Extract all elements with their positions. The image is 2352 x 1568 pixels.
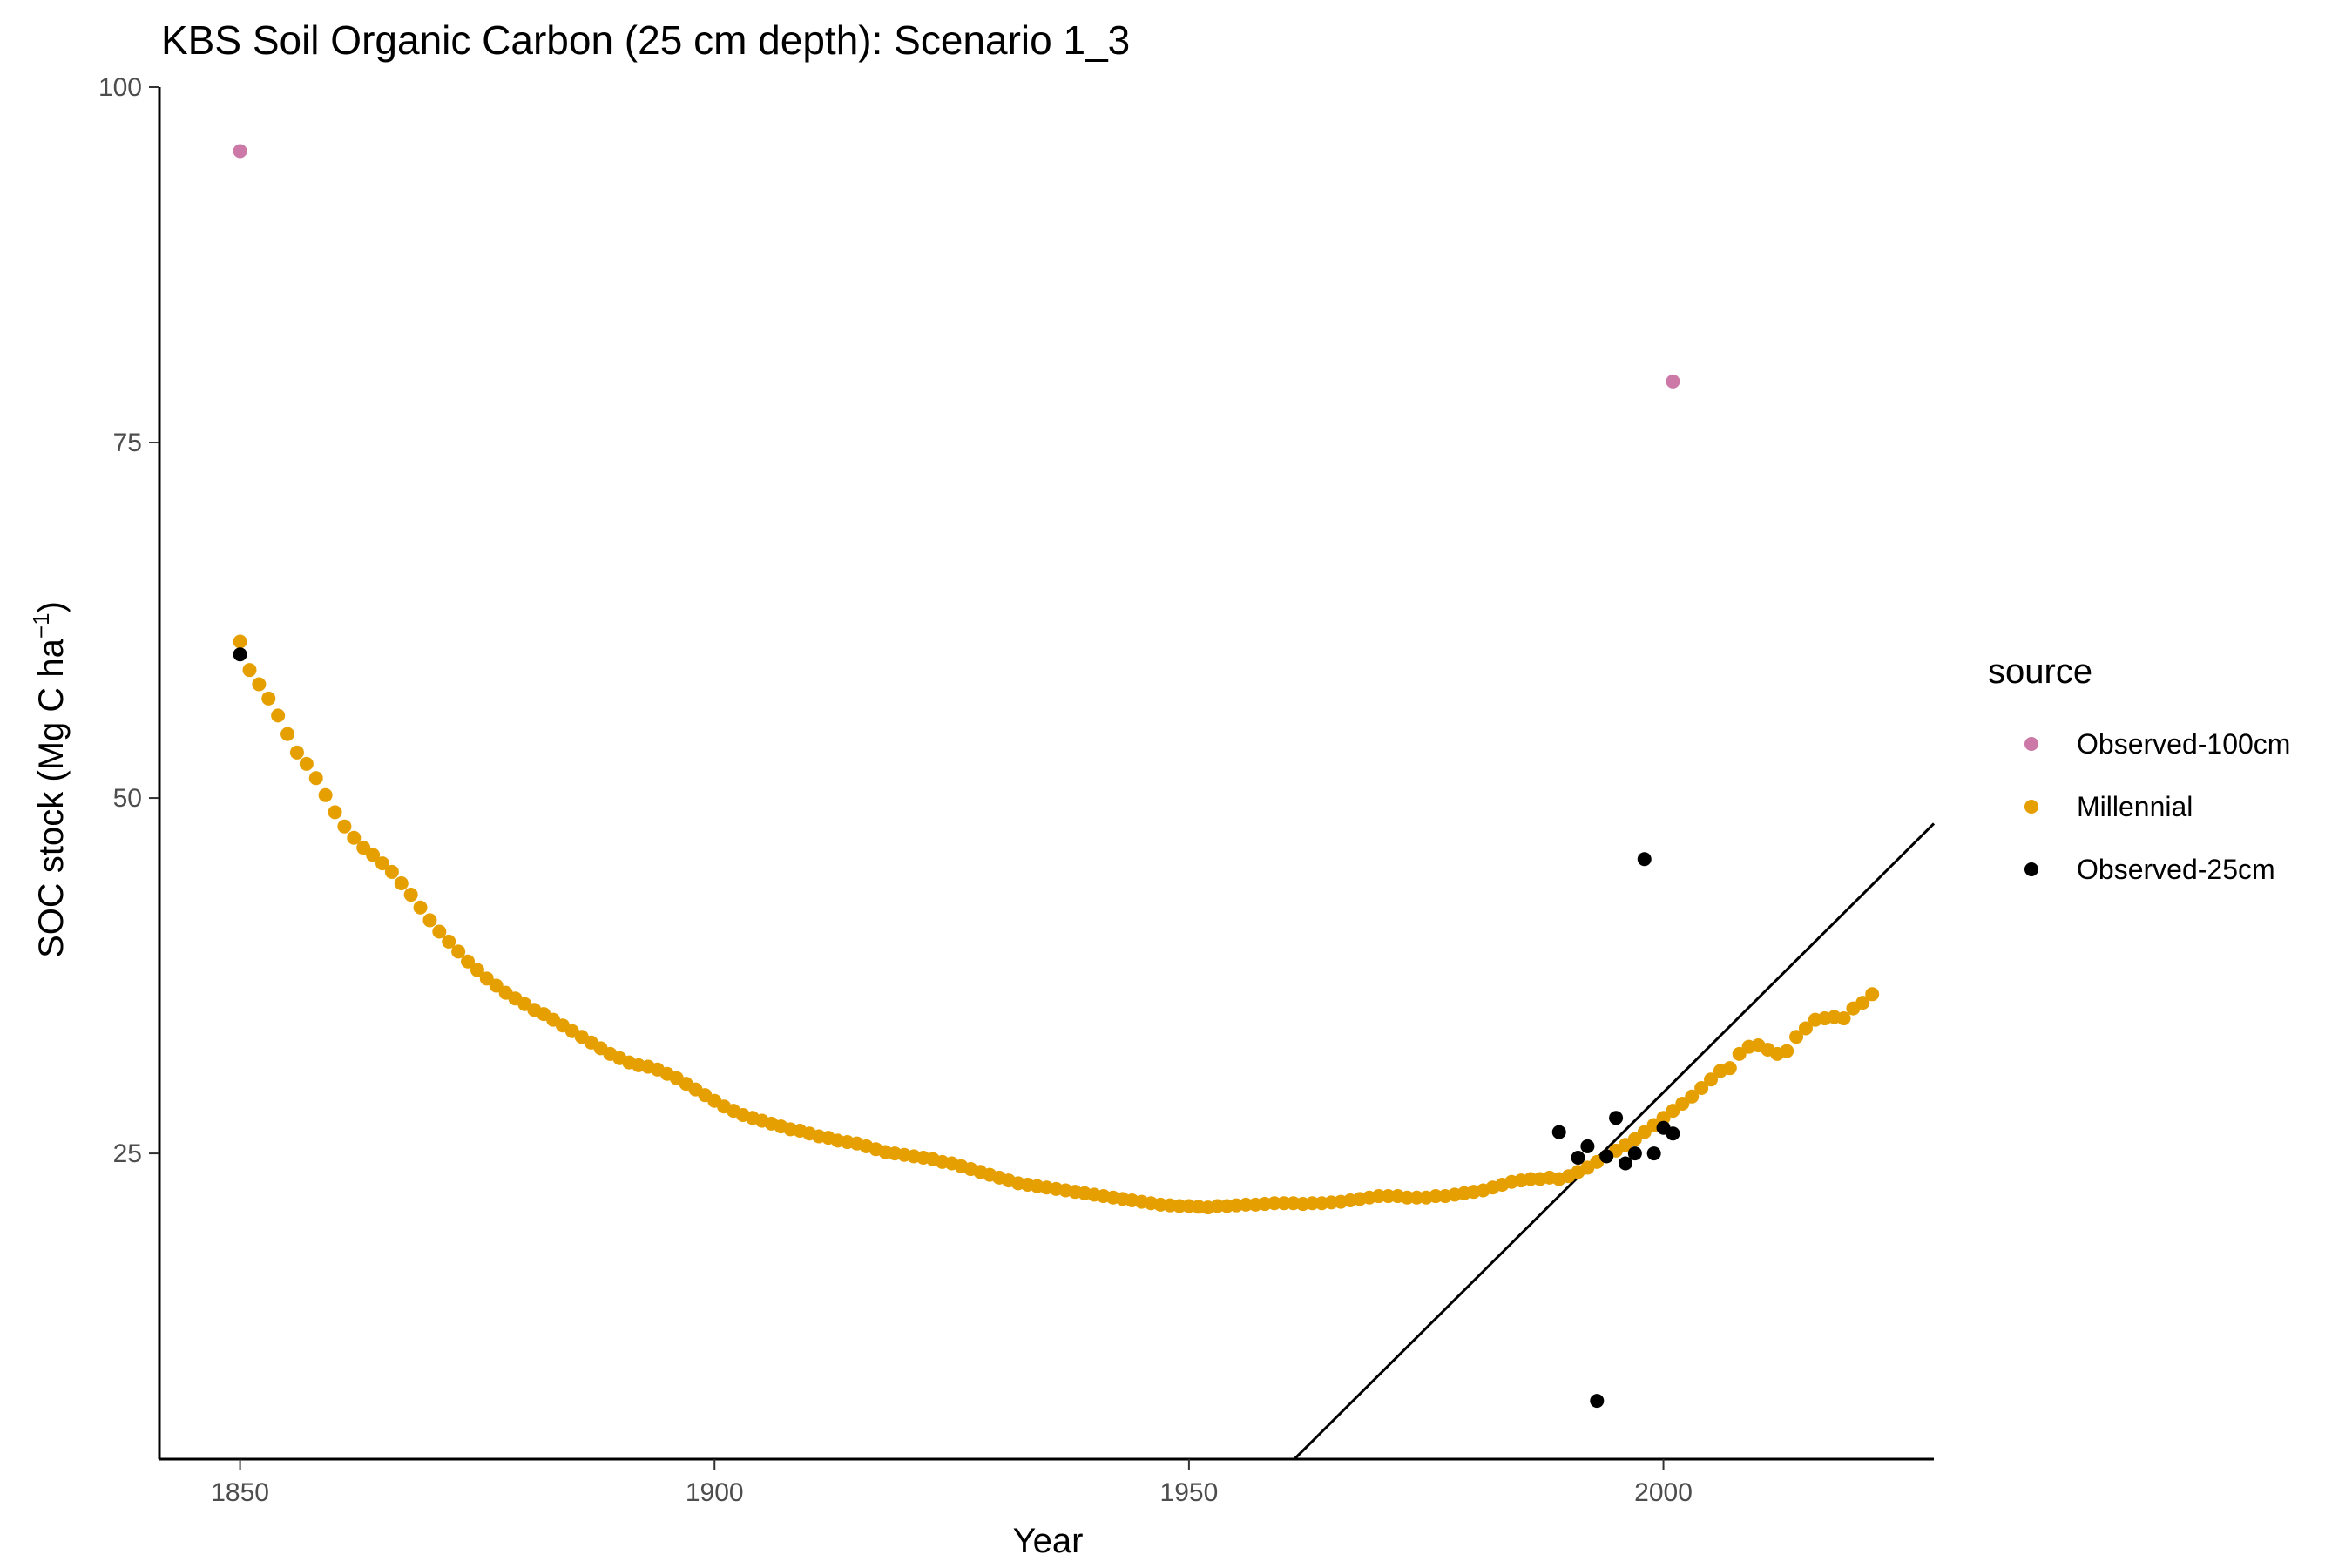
point-millennial (1675, 1096, 1690, 1111)
point-millennial (375, 856, 389, 871)
point-observed-100cm (233, 144, 247, 159)
point-observed-25cm (1666, 1126, 1680, 1141)
data-points (233, 144, 1880, 1409)
chart-title: KBS Soil Organic Carbon (25 cm depth): S… (161, 17, 1130, 63)
point-observed-25cm (1551, 1125, 1566, 1139)
point-millennial (308, 771, 323, 786)
point-millennial (337, 819, 352, 834)
point-millennial (1666, 1104, 1680, 1119)
y-tick-label: 100 (98, 73, 142, 102)
point-observed-25cm (1599, 1149, 1614, 1164)
point-millennial (1656, 1111, 1671, 1125)
y-axis-title: SOC stock (Mg C ha−1) (28, 601, 71, 958)
point-millennial (489, 978, 504, 993)
legend-label-millennial: Millennial (2077, 791, 2193, 822)
y-tick-label: 25 (113, 1139, 142, 1168)
point-observed-25cm (1637, 852, 1652, 867)
x-axis-ticks: 1850 1900 1950 2000 (211, 1459, 1693, 1507)
point-millennial (470, 963, 484, 977)
point-observed-25cm (1590, 1394, 1605, 1409)
point-millennial (1798, 1021, 1813, 1036)
point-millennial (242, 663, 257, 678)
x-axis-title: Year (1013, 1522, 1084, 1560)
trend-line-group (1293, 822, 1936, 1461)
point-millennial (1637, 1125, 1652, 1139)
point-observed-25cm (233, 647, 247, 662)
point-observed-25cm (1580, 1139, 1595, 1153)
point-observed-25cm (1627, 1146, 1642, 1161)
legend-label-observed-25cm: Observed-25cm (2077, 854, 2275, 885)
legend-title: source (1988, 652, 2092, 691)
point-millennial (233, 634, 247, 649)
y-tick-label: 50 (113, 784, 142, 813)
x-tick-label: 1950 (1160, 1478, 1219, 1507)
point-millennial (1685, 1089, 1700, 1104)
point-millennial (422, 913, 437, 928)
point-millennial (432, 924, 447, 939)
point-observed-25cm (1609, 1111, 1624, 1125)
point-millennial (1780, 1044, 1794, 1058)
point-millennial (1865, 987, 1880, 1002)
point-millennial (479, 971, 494, 986)
point-millennial (413, 900, 428, 915)
point-millennial (347, 830, 362, 845)
legend: source Observed-100cmMillennialObserved-… (1988, 652, 2290, 885)
point-millennial (299, 756, 314, 771)
point-millennial (366, 848, 381, 862)
point-millennial (318, 787, 333, 802)
point-millennial (1789, 1030, 1804, 1044)
point-millennial (252, 677, 267, 692)
y-tick-label: 75 (113, 429, 142, 457)
point-millennial (1732, 1046, 1747, 1061)
point-observed-25cm (1646, 1146, 1661, 1161)
y-axis-title-main: SOC stock (Mg C ha (32, 638, 71, 958)
point-millennial (271, 708, 286, 723)
plot-area: 1850 1900 1950 2000 25 50 75 100 (98, 73, 1936, 1507)
point-millennial (442, 934, 456, 949)
point-millennial (394, 875, 409, 890)
point-millennial (289, 745, 304, 760)
point-millennial (451, 944, 466, 959)
point-millennial (356, 841, 371, 855)
point-millennial (1836, 1011, 1851, 1026)
point-millennial (1704, 1072, 1719, 1087)
x-tick-label: 2000 (1634, 1478, 1693, 1507)
point-millennial (1855, 996, 1870, 1010)
x-tick-label: 1900 (686, 1478, 744, 1507)
y-axis-ticks: 25 50 75 100 (98, 73, 159, 1168)
point-millennial (1722, 1061, 1737, 1076)
point-observed-25cm (1571, 1150, 1585, 1165)
legend-key-observed-100cm (2024, 737, 2038, 751)
point-millennial (403, 888, 418, 902)
point-millennial (1694, 1081, 1709, 1096)
legend-label-observed-100cm: Observed-100cm (2077, 728, 2290, 760)
legend-key-observed-25cm (2024, 862, 2038, 876)
point-observed-25cm (1618, 1156, 1632, 1171)
legend-key-millennial (2024, 800, 2038, 814)
y-axis-title-superscript: −1 (28, 612, 54, 639)
y-axis-title-close: ) (32, 601, 71, 612)
point-millennial (384, 864, 399, 879)
point-millennial (461, 954, 476, 969)
legend-items: Observed-100cm Millennial Observed-25cm (2024, 728, 2290, 885)
point-millennial (1627, 1132, 1642, 1146)
trend-line (1293, 822, 1936, 1461)
x-tick-label: 1850 (211, 1478, 269, 1507)
point-millennial (328, 805, 342, 820)
point-millennial (261, 691, 276, 706)
point-millennial (280, 727, 295, 741)
point-observed-100cm (1666, 374, 1680, 389)
